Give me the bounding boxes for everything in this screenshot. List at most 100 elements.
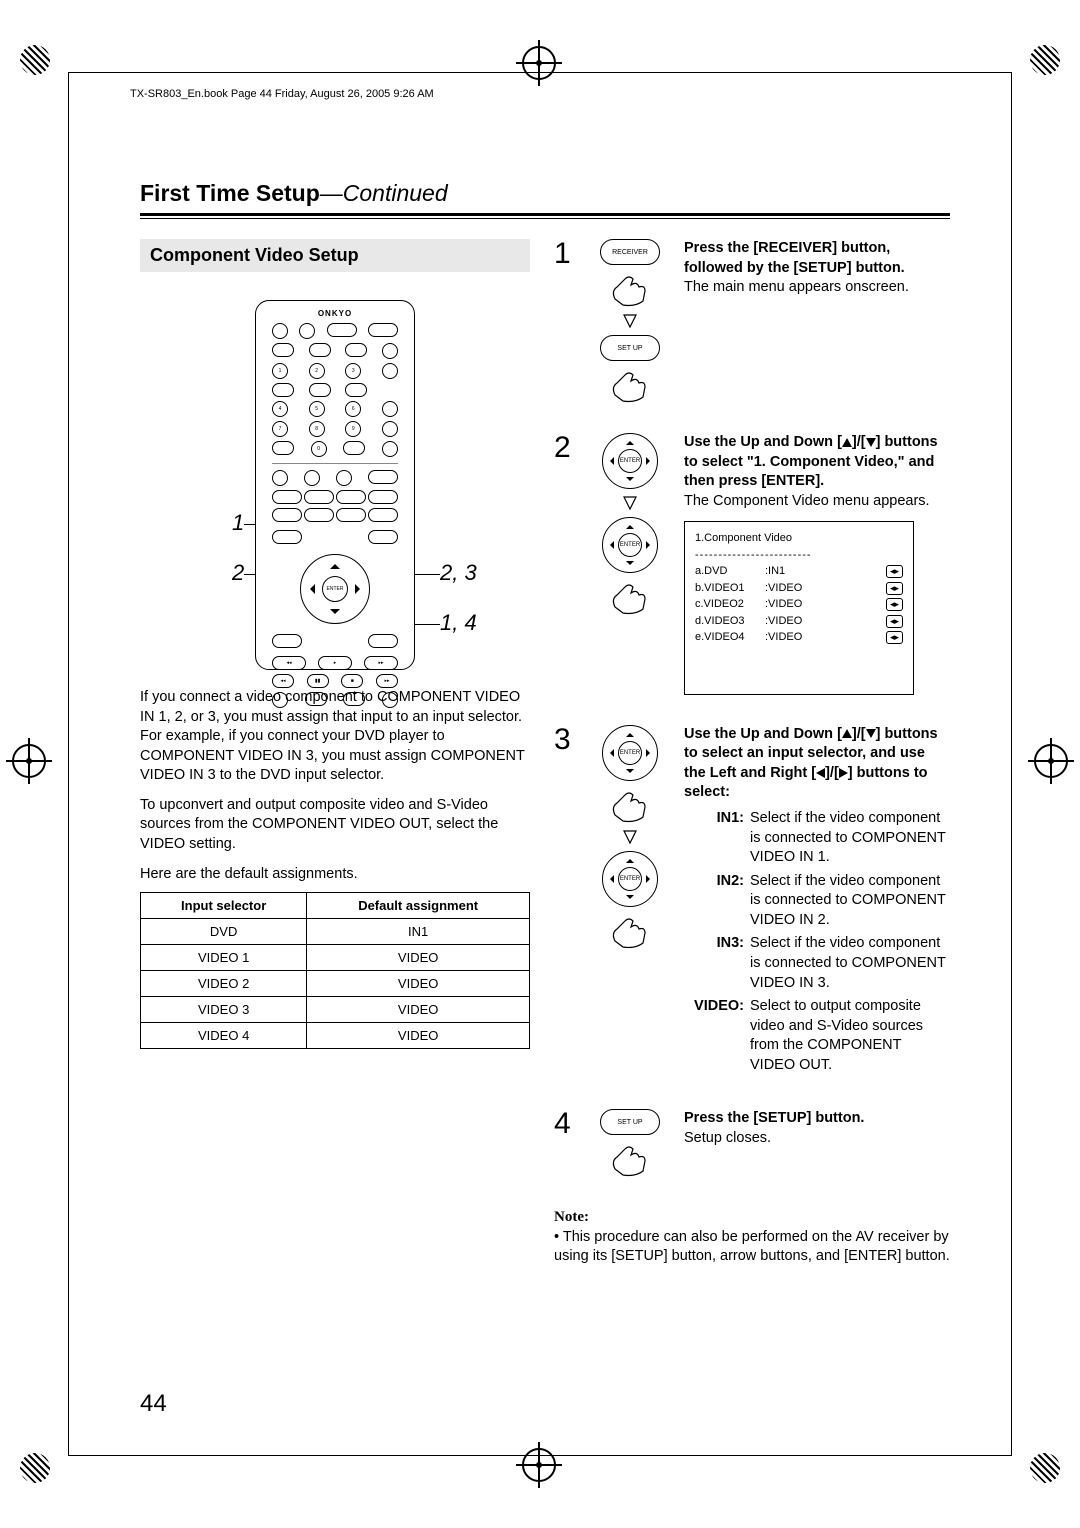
list-item: IN2:Select if the video component is con…: [684, 872, 950, 931]
note-block: Note: • This procedure can also be perfo…: [554, 1207, 950, 1267]
receiver-button-icon: RECEIVER: [600, 239, 660, 265]
step-icons: RECEIVER SET UP: [590, 239, 670, 403]
dpad-icon: ENTER: [602, 517, 658, 573]
right-arrow-icon: [839, 768, 848, 778]
down-arrow-icon: [866, 438, 876, 447]
table-header: Default assignment: [307, 893, 530, 919]
table-row: VIDEO 2VIDEO: [141, 971, 530, 997]
crop-mark: [1030, 45, 1060, 75]
lr-arrow-icon: ◂▸: [886, 582, 903, 595]
standby-button-icon: [299, 323, 315, 339]
step-bold: Use the Up and Down []/[] buttons to sel…: [684, 434, 938, 489]
selector-icon: [345, 343, 367, 357]
note-bullet: •: [554, 1229, 559, 1245]
macro-icon: [336, 470, 352, 486]
return-icon: [272, 634, 302, 648]
note-text: This procedure can also be performed on …: [554, 1229, 950, 1265]
step-text: Press the [SETUP] button. Setup closes.: [684, 1109, 950, 1177]
num-icon: 9: [345, 421, 361, 437]
desc: Select if the video component is connect…: [750, 872, 950, 931]
arrow-icon: [382, 421, 398, 437]
hand-press-icon: [605, 913, 655, 949]
num-icon: 6: [345, 401, 361, 417]
paragraph-3: Here are the default assignments.: [140, 865, 530, 885]
down-arrow-icon: [622, 495, 638, 511]
num-icon: 7: [272, 421, 288, 437]
enter-icon: ENTER: [618, 533, 642, 557]
table-cell: IN1: [307, 919, 530, 945]
term: IN3:: [684, 934, 744, 993]
enter-icon: ENTER: [322, 576, 348, 602]
list-item: IN1:Select if the video component is con…: [684, 809, 950, 868]
selector-icon: [272, 441, 294, 455]
document-header: TX-SR803_En.book Page 44 Friday, August …: [130, 88, 434, 100]
down-arrow-icon: [622, 313, 638, 329]
page-number: 44: [140, 1390, 167, 1418]
remote-control-diagram: ONKYO 123 456 789 0: [255, 300, 415, 670]
desc: Select if the video component is connect…: [750, 934, 950, 993]
table-header: Input selector: [141, 893, 307, 919]
table-cell: VIDEO 4: [141, 1023, 307, 1049]
enter-icon: ENTER: [618, 449, 642, 473]
menu-title: 1.Component Video: [695, 530, 903, 547]
num-icon: 1: [272, 363, 288, 379]
table-cell: DVD: [141, 919, 307, 945]
mode-icon: [336, 490, 366, 504]
table-row: VIDEO 4VIDEO: [141, 1023, 530, 1049]
mode-icon: [272, 508, 302, 522]
hand-press-icon: [605, 787, 655, 823]
mode-icon: [272, 490, 302, 504]
transport-icon: ▸▸: [376, 674, 398, 688]
num-icon: 2: [309, 363, 325, 379]
onscreen-menu-box: 1.Component Video ----------------------…: [684, 521, 914, 695]
menu-divider: -------------------------: [695, 547, 903, 564]
callout-2: 2: [232, 560, 244, 586]
dpad-icon: ENTER: [602, 725, 658, 781]
enter-icon: ENTER: [618, 741, 642, 765]
num-icon: 3: [345, 363, 361, 379]
table-cell: VIDEO: [307, 971, 530, 997]
num-icon: 8: [309, 421, 325, 437]
enter-icon: ENTER: [618, 867, 642, 891]
menu-icon: [368, 530, 398, 544]
remote-illustration-wrapper: 1 2 2, 3 1, 4 ONKYO: [140, 300, 530, 670]
mode-icon: [368, 470, 398, 484]
num-icon: 4: [272, 401, 288, 417]
menu-row: b.VIDEO1:VIDEO◂▸: [695, 580, 903, 597]
assignment-table: Input selector Default assignment DVDIN1…: [140, 892, 530, 1049]
list-item: VIDEO:Select to output composite video a…: [684, 997, 950, 1075]
num-icon: 5: [309, 401, 325, 417]
dpad-icon: ENTER: [602, 433, 658, 489]
lr-arrow-icon: ◂▸: [886, 598, 903, 611]
hand-press-icon: [605, 271, 655, 307]
page-title: First Time Setup—Continued: [140, 180, 950, 207]
mode-icon: [368, 490, 398, 504]
mode-icon: [304, 508, 334, 522]
mode-icon: [368, 508, 398, 522]
table-cell: VIDEO: [307, 945, 530, 971]
section-heading: Component Video Setup: [140, 239, 530, 272]
step-text: Use the Up and Down []/[] buttons to sel…: [684, 433, 950, 695]
term: VIDEO:: [684, 997, 744, 1075]
transport-icon: ■: [341, 674, 363, 688]
selector-icon: [309, 383, 331, 397]
menu-row: c.VIDEO2:VIDEO◂▸: [695, 596, 903, 613]
arrow-icon: [382, 363, 398, 379]
hand-press-icon: [605, 579, 655, 615]
arrow-icon: [382, 441, 398, 457]
callout-23: 2, 3: [440, 560, 477, 586]
transport-icon: ◂◂: [272, 656, 306, 670]
up-arrow-icon: [842, 438, 852, 447]
tv-button-icon: [368, 323, 398, 337]
rec-icon: [272, 692, 288, 708]
arrow-icon: [382, 343, 398, 359]
step-text: Use the Up and Down []/[] buttons to sel…: [684, 725, 950, 1080]
mode-icon: [336, 508, 366, 522]
lr-arrow-icon: ◂▸: [886, 615, 903, 628]
definition-list: IN1:Select if the video component is con…: [684, 809, 950, 1075]
lr-arrow-icon: ◂▸: [886, 565, 903, 578]
left-arrow-icon: [816, 768, 825, 778]
transport-icon: ▸▸: [364, 656, 398, 670]
step-bold: Press the [SETUP] button.: [684, 1110, 864, 1126]
random-icon: [382, 692, 398, 708]
